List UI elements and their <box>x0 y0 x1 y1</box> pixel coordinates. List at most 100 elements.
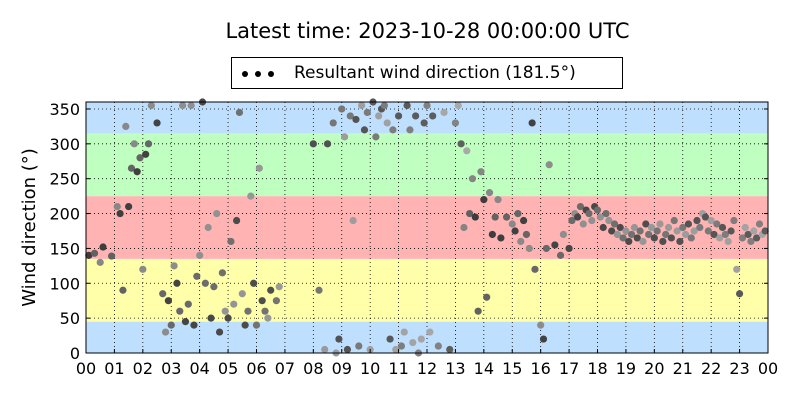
x-tick-label: 20 <box>644 359 664 378</box>
data-point <box>429 112 437 120</box>
data-point <box>147 101 155 110</box>
data-point <box>375 112 383 120</box>
data-point <box>511 227 519 235</box>
data-point <box>659 237 667 246</box>
data-point <box>491 213 499 221</box>
data-point <box>247 192 255 200</box>
x-tick-label: 09 <box>332 359 352 378</box>
data-point <box>639 237 647 246</box>
data-point <box>446 345 454 354</box>
data-point <box>642 220 650 228</box>
data-point <box>664 223 673 232</box>
data-point <box>184 300 192 308</box>
data-point <box>107 252 116 260</box>
data-point <box>116 209 124 218</box>
y-tick-label: 350 <box>49 100 80 119</box>
data-point <box>363 108 371 117</box>
data-point <box>389 126 397 134</box>
data-point <box>733 265 741 273</box>
data-point <box>420 119 428 127</box>
data-point <box>508 220 516 228</box>
data-point <box>96 258 104 266</box>
data-point <box>468 175 477 183</box>
data-point <box>696 223 704 232</box>
data-point <box>210 283 218 291</box>
data-point <box>360 126 369 134</box>
data-point <box>588 216 596 225</box>
y-tick-label: 300 <box>49 135 80 154</box>
data-point <box>161 328 170 336</box>
data-point <box>417 335 425 343</box>
data-point <box>744 230 752 239</box>
data-point <box>358 101 366 110</box>
data-point <box>514 209 522 218</box>
data-point <box>238 290 246 298</box>
data-point <box>372 133 380 141</box>
data-point <box>412 112 420 120</box>
data-point <box>520 216 528 225</box>
data-point <box>136 154 144 162</box>
data-point <box>386 335 394 343</box>
data-point <box>176 307 184 315</box>
data-point <box>380 101 388 110</box>
data-point <box>713 220 721 228</box>
data-point <box>579 220 587 228</box>
data-point <box>261 307 269 315</box>
data-point <box>187 101 195 110</box>
data-point <box>630 223 639 232</box>
data-point <box>633 234 641 242</box>
data-point <box>394 112 403 120</box>
data-point <box>568 216 576 225</box>
x-tick-label: 06 <box>246 359 266 378</box>
data-point <box>201 279 209 287</box>
data-point <box>250 279 258 287</box>
data-point <box>230 300 238 308</box>
data-point <box>139 265 147 273</box>
data-point <box>747 237 755 246</box>
data-point <box>647 223 656 232</box>
data-point <box>616 223 624 232</box>
data-point <box>397 342 406 350</box>
data-point <box>608 227 616 235</box>
data-point <box>426 328 434 336</box>
x-tick-label: 22 <box>701 359 721 378</box>
data-point <box>716 234 724 242</box>
data-point <box>463 147 471 155</box>
data-point <box>119 286 127 294</box>
data-point <box>494 196 502 204</box>
data-point <box>218 269 226 277</box>
data-point <box>204 223 212 232</box>
data-point <box>539 335 548 343</box>
data-point <box>662 230 670 239</box>
data-point <box>352 115 360 124</box>
data-point <box>542 244 550 253</box>
data-point <box>343 345 352 354</box>
data-point <box>85 251 93 259</box>
data-point <box>684 220 693 228</box>
data-point <box>315 286 323 294</box>
data-point <box>170 262 178 270</box>
x-tick-label: 23 <box>729 359 749 378</box>
data-point <box>599 223 607 232</box>
data-point <box>531 265 539 273</box>
data-point <box>423 101 431 110</box>
data-point <box>574 213 582 221</box>
data-point <box>392 345 400 354</box>
data-point <box>537 321 545 329</box>
data-point <box>730 216 738 225</box>
data-point <box>483 293 491 301</box>
data-point <box>565 244 573 253</box>
data-point <box>267 286 275 294</box>
data-point <box>221 307 229 315</box>
data-point <box>215 328 224 336</box>
data-point <box>454 101 462 110</box>
data-point <box>235 108 244 117</box>
data-point <box>190 321 198 329</box>
data-point <box>338 105 346 113</box>
data-point <box>517 237 525 246</box>
x-tick-label: 01 <box>104 359 124 378</box>
y-tick-label: 0 <box>70 344 80 363</box>
data-point <box>522 230 531 239</box>
data-point <box>355 342 363 350</box>
x-tick-label: 07 <box>275 359 295 378</box>
